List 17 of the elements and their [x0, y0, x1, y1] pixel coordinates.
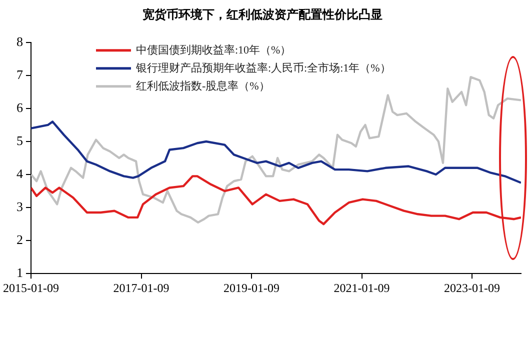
- legend-label: 银行理财产品预期年收益率:人民币:全市场:1年（%）: [134, 61, 391, 74]
- legend-label: 红利低波指数-股息率（%）: [136, 79, 270, 92]
- x-tick-label: 2023-01-09: [444, 280, 500, 295]
- y-tick-label: 2: [16, 232, 23, 247]
- y-tick-label: 4: [16, 166, 24, 181]
- x-tick-label: 2015-01-09: [2, 280, 59, 295]
- x-tick-label: 2021-01-09: [334, 280, 390, 295]
- y-tick-label: 3: [16, 198, 23, 214]
- x-tick-label: 2017-01-09: [113, 280, 170, 295]
- y-tick-label: 6: [16, 100, 24, 115]
- y-tick-label: 1: [16, 265, 23, 280]
- legend-label: 中债国债到期收益率:10年（%）: [136, 43, 292, 56]
- y-tick-label: 7: [16, 66, 24, 82]
- y-tick-label: 5: [16, 132, 23, 148]
- chart-title: 宽货币环境下，红利低波资产配置性价比凸显: [142, 7, 382, 22]
- x-tick-label: 2019-01-09: [223, 280, 280, 295]
- y-tick-label: 8: [16, 34, 23, 49]
